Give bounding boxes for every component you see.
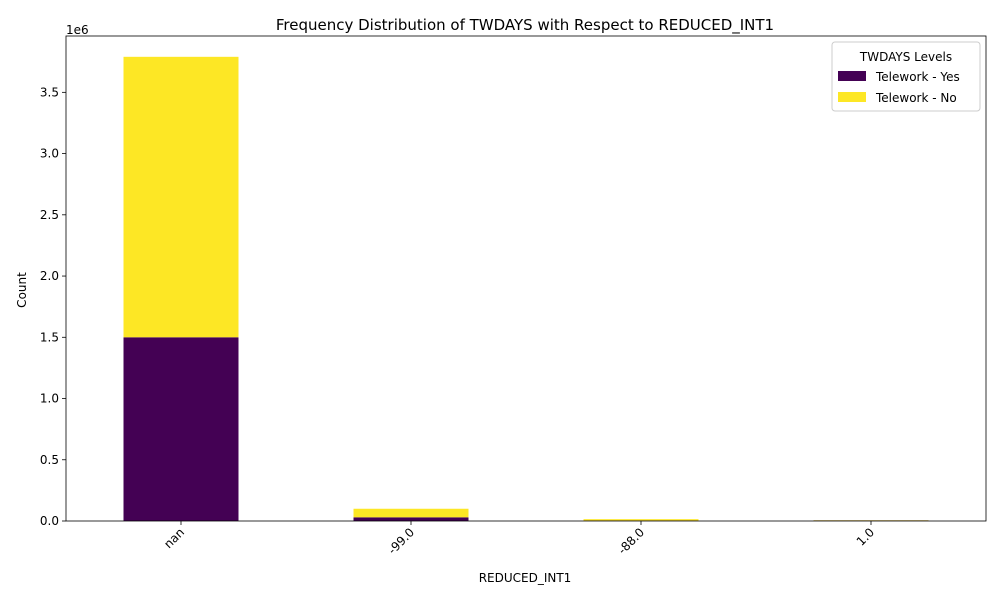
bar-no-1	[353, 508, 469, 518]
plot-area: nan -99.0 -88.0 1.0 0.0 0.5 1.0 1.5 2.0 2.5 3.0 3.5	[40, 35, 987, 557]
legend-swatch-no	[838, 92, 866, 102]
y-tick-label: 1.0	[40, 392, 59, 406]
x-tick-label: nan	[161, 525, 187, 551]
y-tick-label: 2.5	[40, 208, 59, 222]
bar-no-2	[583, 519, 699, 521]
x-tick-label: 1.0	[854, 525, 877, 548]
chart-title: Frequency Distribution of TWDAYS with Re…	[276, 16, 774, 35]
y-multiplier-label: 1e6	[66, 23, 89, 37]
y-tick-label: 1.5	[40, 330, 59, 344]
legend: TWDAYS Levels Telework - Yes Telework - N…	[831, 41, 981, 112]
x-tick-label: -88.0	[615, 525, 647, 557]
y-tick-label: 3.0	[40, 147, 59, 161]
legend-box	[831, 41, 981, 112]
legend-label-yes: Telework - Yes	[875, 70, 960, 84]
y-tick-label: 2.0	[40, 269, 59, 283]
bar-yes-1	[353, 517, 469, 521]
x-axis-label: REDUCED_INT1	[479, 571, 572, 585]
y-axis-label: Count	[15, 272, 29, 308]
legend-label-no: Telework - No	[875, 91, 957, 105]
legend-swatch-yes	[838, 71, 866, 81]
plot-frame	[65, 35, 987, 522]
y-tick-label: 0.0	[40, 514, 59, 528]
bar-yes-0	[123, 337, 239, 521]
legend-title: TWDAYS Levels	[859, 50, 952, 64]
bar-no-0	[123, 56, 239, 338]
y-tick-label: 3.5	[40, 85, 59, 99]
y-tick-label: 0.5	[40, 453, 59, 467]
x-tick-label: -99.0	[385, 525, 417, 557]
